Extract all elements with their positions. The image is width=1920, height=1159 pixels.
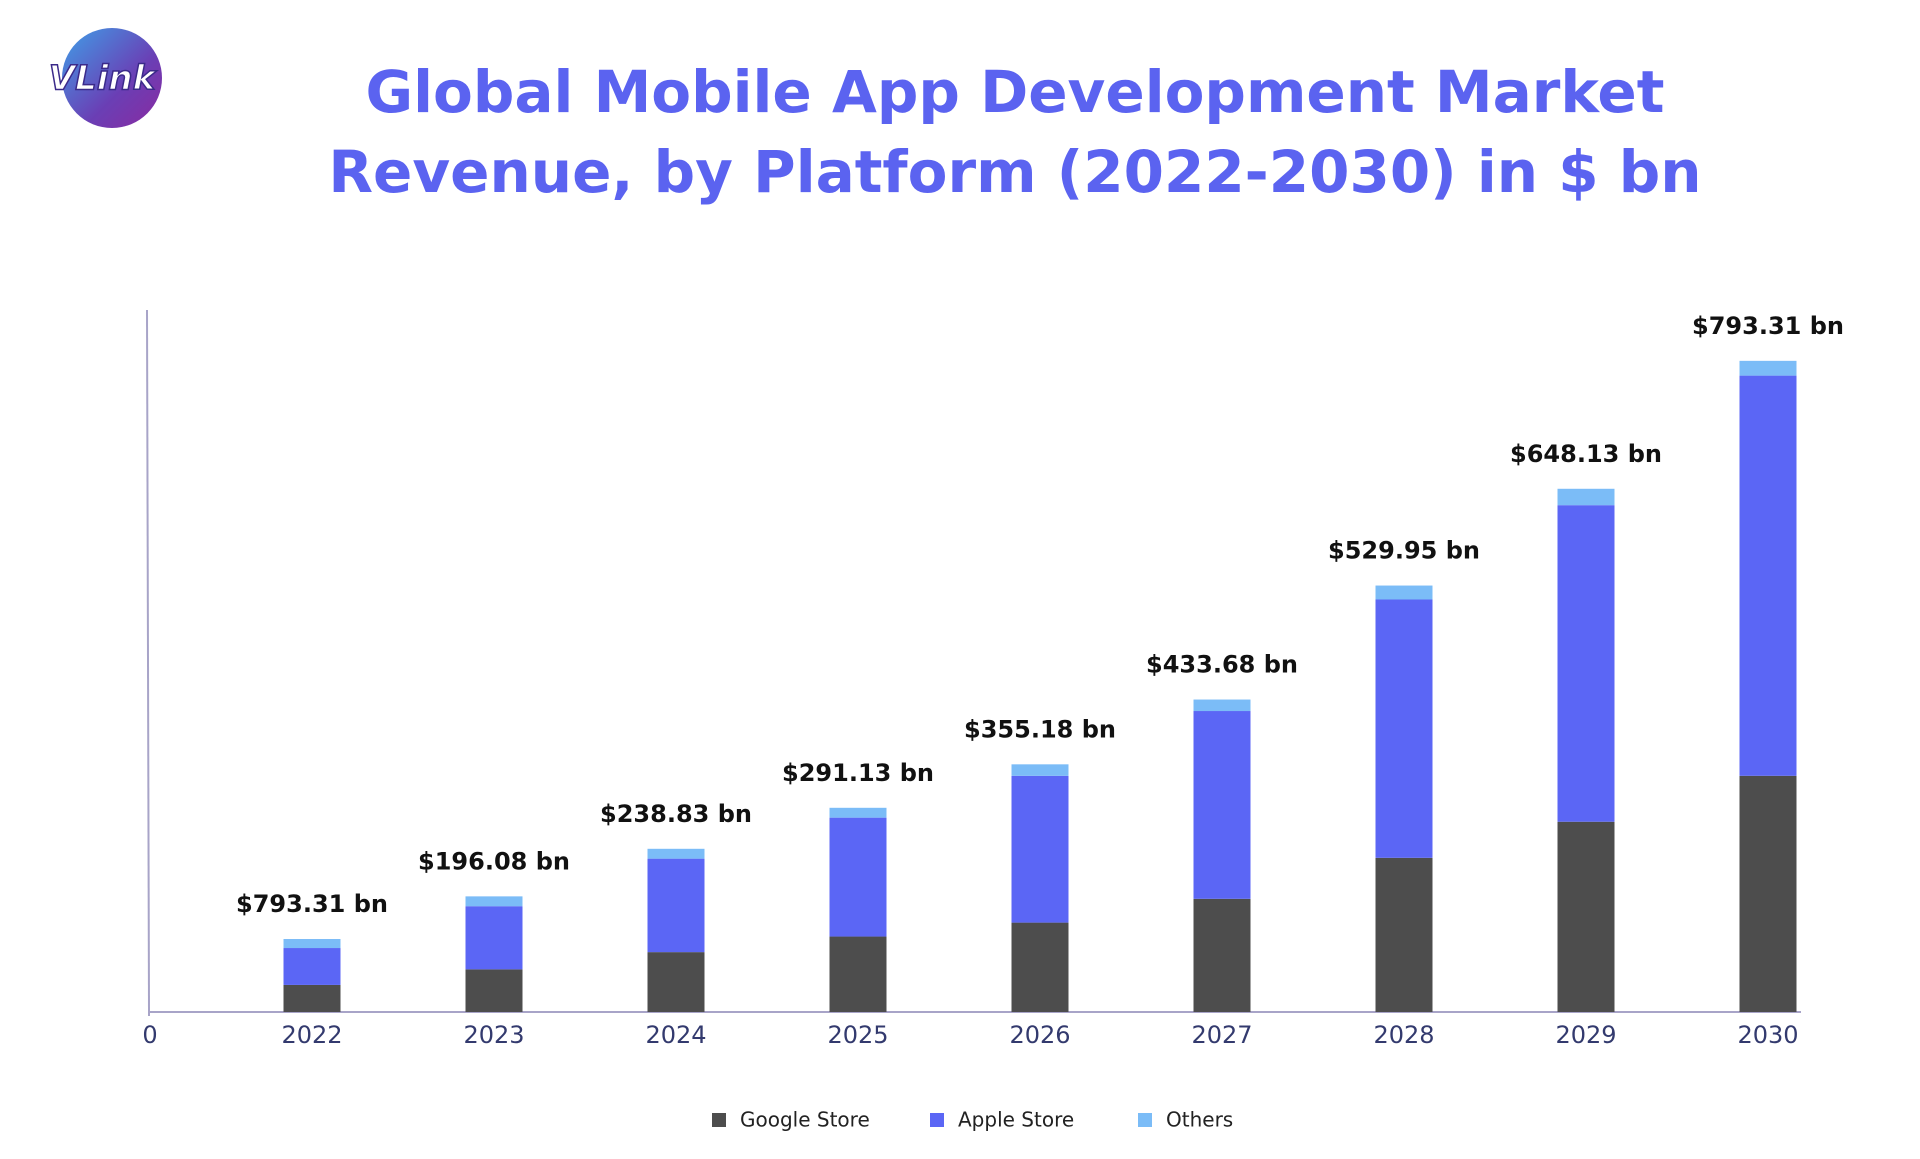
bar-segment [1375,857,1433,1012]
total-label: $793.31 bn [236,890,388,918]
legend-swatch [712,1113,726,1127]
bar-segment [1193,711,1251,899]
bar-segment [1011,764,1069,776]
logo-globe [62,28,162,128]
legend-label: Others [1166,1108,1233,1132]
bar-segment [1557,488,1615,506]
bar-segment [1739,375,1797,776]
bar-segment [1193,699,1251,712]
bar-segment [647,858,705,953]
x-tick-label: 2022 [281,1021,342,1049]
bar-segment [647,848,705,859]
total-label: $433.68 bn [1146,651,1298,679]
legend-label: Apple Store [958,1108,1074,1132]
chart-title: Global Mobile App Development Market Rev… [328,58,1702,206]
bar-segment [283,939,341,949]
legend-swatch [1138,1113,1152,1127]
total-label: $648.13 bn [1510,440,1662,468]
bar-segment [465,969,523,1012]
bar-segment [1375,599,1433,858]
total-label: $793.31 bn [1692,312,1844,340]
bar-segment [647,952,705,1012]
x-tick-label: 2026 [1009,1021,1070,1049]
x-tick-label: 2030 [1737,1021,1798,1049]
total-label: $238.83 bn [600,800,752,828]
bar-segment [1739,360,1797,376]
y-axis [146,309,150,1013]
bar-segment [1011,775,1069,923]
bar-segment [829,936,887,1012]
x-tick-label: 2029 [1555,1021,1616,1049]
legend-swatch [930,1113,944,1127]
bar-segment [283,984,341,1012]
total-label: $355.18 bn [964,715,1116,743]
x-tick-label: 2024 [645,1021,706,1049]
bar-segment [1375,585,1433,600]
bar-segment [829,817,887,937]
x-tick-label: 2025 [827,1021,888,1049]
bar-segment [1739,775,1797,1012]
y-tick-label: 0 [142,1021,157,1049]
x-tick-label: 2028 [1373,1021,1434,1049]
legend-label: Google Store [740,1108,870,1132]
total-label: $291.13 bn [782,759,934,787]
bar-segment [829,807,887,818]
logo-text: VLink [49,59,158,99]
bar-segment [1557,505,1615,822]
x-tick-label: 2023 [463,1021,524,1049]
bar-segment [465,896,523,907]
bar-segment [465,906,523,970]
bar-segment [283,948,341,985]
x-tick-label: 2027 [1191,1021,1252,1049]
bar-segment [1193,898,1251,1012]
bar-segment [1557,821,1615,1012]
total-label: $529.95 bn [1328,537,1480,565]
total-label: $196.08 bn [418,847,570,875]
bar-segment [1011,922,1069,1012]
